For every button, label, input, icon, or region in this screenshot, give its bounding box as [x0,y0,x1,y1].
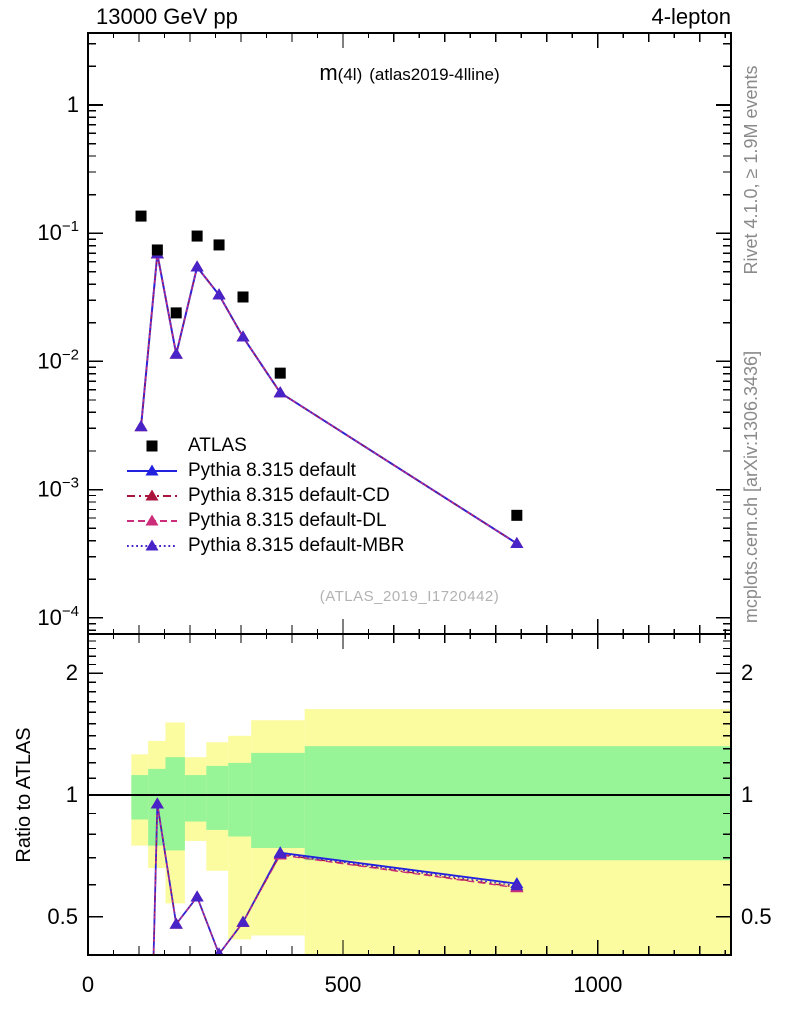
legend-item-atlas: ATLAS [126,433,405,458]
analysis-tag: (atlas2019-4lline) [369,65,500,84]
svg-text:10−3: 10−3 [37,475,79,502]
svg-text:2: 2 [66,660,78,685]
legend-label: ATLAS [188,434,247,456]
svg-text:1: 1 [741,782,753,807]
legend-label: Pythia 8.315 default-DL [188,509,387,531]
svg-text:10−2: 10−2 [37,346,79,373]
legend: ATLAS Pythia 8.315 default Pythia 8.315 … [126,433,405,558]
svg-text:10−4: 10−4 [37,603,79,630]
svg-text:1: 1 [66,782,78,807]
beam-energy-title: 13000 GeV pp [96,4,238,29]
observable-symbol: m [319,60,338,85]
svg-text:10−1: 10−1 [37,218,79,245]
legend-label: Pythia 8.315 default-CD [188,484,390,506]
legend-label: Pythia 8.315 default [188,459,356,481]
svg-text:1000: 1000 [573,972,622,997]
legend-item-pythia-default-mbr: Pythia 8.315 default-MBR [126,533,405,558]
rivet-version-label: Rivet 4.1.0, ≥ 1.9M events [741,66,761,275]
ratio-y-axis-title: Ratio to ATLAS [13,727,35,862]
pythia-default-dl-swatch [126,512,178,530]
legend-label: Pythia 8.315 default-MBR [188,534,405,556]
pythia-default-mbr-swatch [126,537,178,555]
legend-item-pythia-default-dl: Pythia 8.315 default-DL [126,508,405,533]
pythia-default-cd-swatch [126,487,178,505]
pythia-default-swatch [126,462,178,480]
svg-text:0: 0 [82,972,94,997]
svg-text:2: 2 [741,660,753,685]
observable-args: (4l) [337,65,363,84]
svg-text:1: 1 [67,92,79,117]
svg-text:0.5: 0.5 [741,904,772,929]
atlas-marker-swatch [126,437,178,455]
process-group-title: 4-lepton [651,4,731,29]
svg-text:500: 500 [325,972,362,997]
analysis-watermark: (ATLAS_2019_I1720442) [319,588,500,605]
mcplots-credit-label: mcplots.cern.ch [arXiv:1306.3436] [741,351,761,623]
observable-title: m(4l) (atlas2019-4lline) [88,60,731,86]
legend-item-pythia-default: Pythia 8.315 default [126,458,405,483]
svg-text:0.5: 0.5 [47,904,78,929]
legend-item-pythia-default-cd: Pythia 8.315 default-CD [126,483,405,508]
